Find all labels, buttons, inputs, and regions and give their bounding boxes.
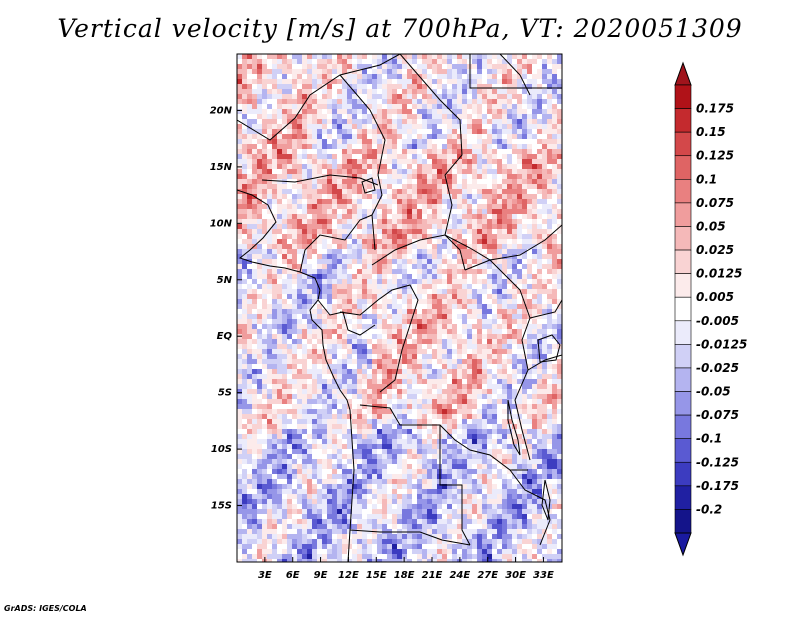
lake-victoria (537, 334, 561, 363)
lon-label: 15E (366, 570, 387, 581)
lat-label: 15N (210, 162, 233, 173)
colorbar-segment (674, 84, 692, 109)
colorbar-segment (674, 273, 692, 298)
colorbar-label: -0.05 (696, 385, 731, 399)
colorbar-label: -0.125 (696, 455, 739, 469)
colorbar-segment (674, 179, 692, 204)
lon-label: 24E (449, 570, 470, 581)
colorbar: 0.175 0.15 0.125 0.1 0.075 0.05 0.025 0.0125 0.0… (674, 61, 747, 557)
border-congo-drc (339, 284, 419, 393)
lat-label: 20N (210, 105, 233, 116)
colorbar-top-arrow (674, 61, 692, 86)
lon-label: 3E (258, 570, 272, 581)
colorbar-segment (674, 461, 692, 487)
colorbar-segment (674, 320, 692, 345)
colorbar-label: -0.005 (696, 314, 739, 328)
lon-label: 18E (394, 570, 415, 581)
colorbar-segment (674, 485, 692, 510)
colorbar-segment (674, 226, 692, 251)
colorbar-label: 0.15 (696, 125, 726, 139)
border-mali-niger (237, 54, 401, 141)
colorbar-segment (674, 202, 692, 227)
colorbar-label: 0.0125 (696, 267, 742, 281)
country-borders (237, 54, 562, 562)
lat-label: EQ (217, 331, 233, 342)
border-chad-sudan (399, 54, 466, 271)
border-zambia-east (509, 469, 551, 546)
colorbar-segment (674, 155, 692, 180)
colorbar-bottom-arrow (674, 532, 692, 557)
colorbar-segment (674, 249, 692, 274)
colorbar-label: 0.125 (696, 149, 734, 163)
lon-label: 33E (533, 570, 554, 581)
colorbar-label: -0.2 (696, 502, 722, 516)
colorbar-label: 0.025 (696, 243, 734, 257)
lon-label: 27E (477, 570, 498, 581)
latitude-axis: 20N 15N 10N 5N EQ 5S 10S 15S (210, 105, 242, 512)
colorbar-label: -0.175 (696, 479, 739, 493)
nile-river (499, 54, 531, 96)
lake-chad (361, 177, 376, 194)
colorbar-segment (674, 108, 692, 133)
border-tanzania (527, 354, 562, 371)
border-uganda-kenya (529, 299, 562, 319)
lon-label: 21E (422, 570, 443, 581)
lat-label: 15S (211, 501, 232, 512)
colorbar-segment (674, 509, 692, 534)
colorbar-segment (674, 391, 692, 416)
coastline-west (237, 189, 355, 562)
border-car (371, 234, 521, 291)
colorbar-segment (674, 438, 692, 463)
colorbar-label: -0.075 (696, 408, 739, 422)
colorbar-segment (674, 414, 692, 439)
lon-label: 6E (286, 570, 300, 581)
lat-label: 10S (211, 444, 232, 455)
lon-label: 9E (314, 570, 328, 581)
velocity-field (237, 54, 562, 562)
border-angola-zambia (439, 425, 471, 546)
lon-label: 30E (505, 570, 526, 581)
border-southsudan (464, 224, 562, 271)
border-gabon (317, 299, 376, 336)
colorbar-segment (674, 131, 692, 157)
colorbar-label: 0.05 (696, 219, 726, 233)
colorbar-label: 0.005 (696, 290, 734, 304)
border-nigeria-cameroon (299, 214, 373, 273)
lat-label: 5N (217, 275, 233, 286)
colorbar-segment (674, 367, 692, 392)
colorbar-label: 0.1 (696, 172, 717, 186)
chart-title: Vertical velocity [m/s] at 700hPa, VT: 2… (57, 14, 743, 43)
colorbar-label: 0.075 (696, 196, 734, 210)
colorbar-label: -0.0125 (696, 337, 747, 351)
colorbar-label: -0.025 (696, 361, 739, 375)
colorbar-label: -0.1 (696, 432, 722, 446)
lake-malawi (541, 479, 551, 521)
border-sudan-egypt (469, 54, 562, 89)
lat-label: 10N (210, 218, 233, 229)
longitude-axis: 3E 6E 9E 12E 15E 18E 21E 24E 27E 30E 33E (258, 557, 554, 581)
border-angola-namibia (349, 529, 471, 546)
map-frame (236, 53, 563, 563)
border-drc-south (359, 404, 528, 471)
colorbar-segment (674, 296, 692, 322)
colorbar-label: 0.175 (696, 102, 734, 116)
lake-tanganyika (507, 399, 521, 456)
credit-label: GrADS: IGES/COLA (4, 604, 87, 613)
lon-label: 12E (338, 570, 359, 581)
colorbar-segment (674, 344, 692, 369)
lat-label: 5S (218, 388, 232, 399)
